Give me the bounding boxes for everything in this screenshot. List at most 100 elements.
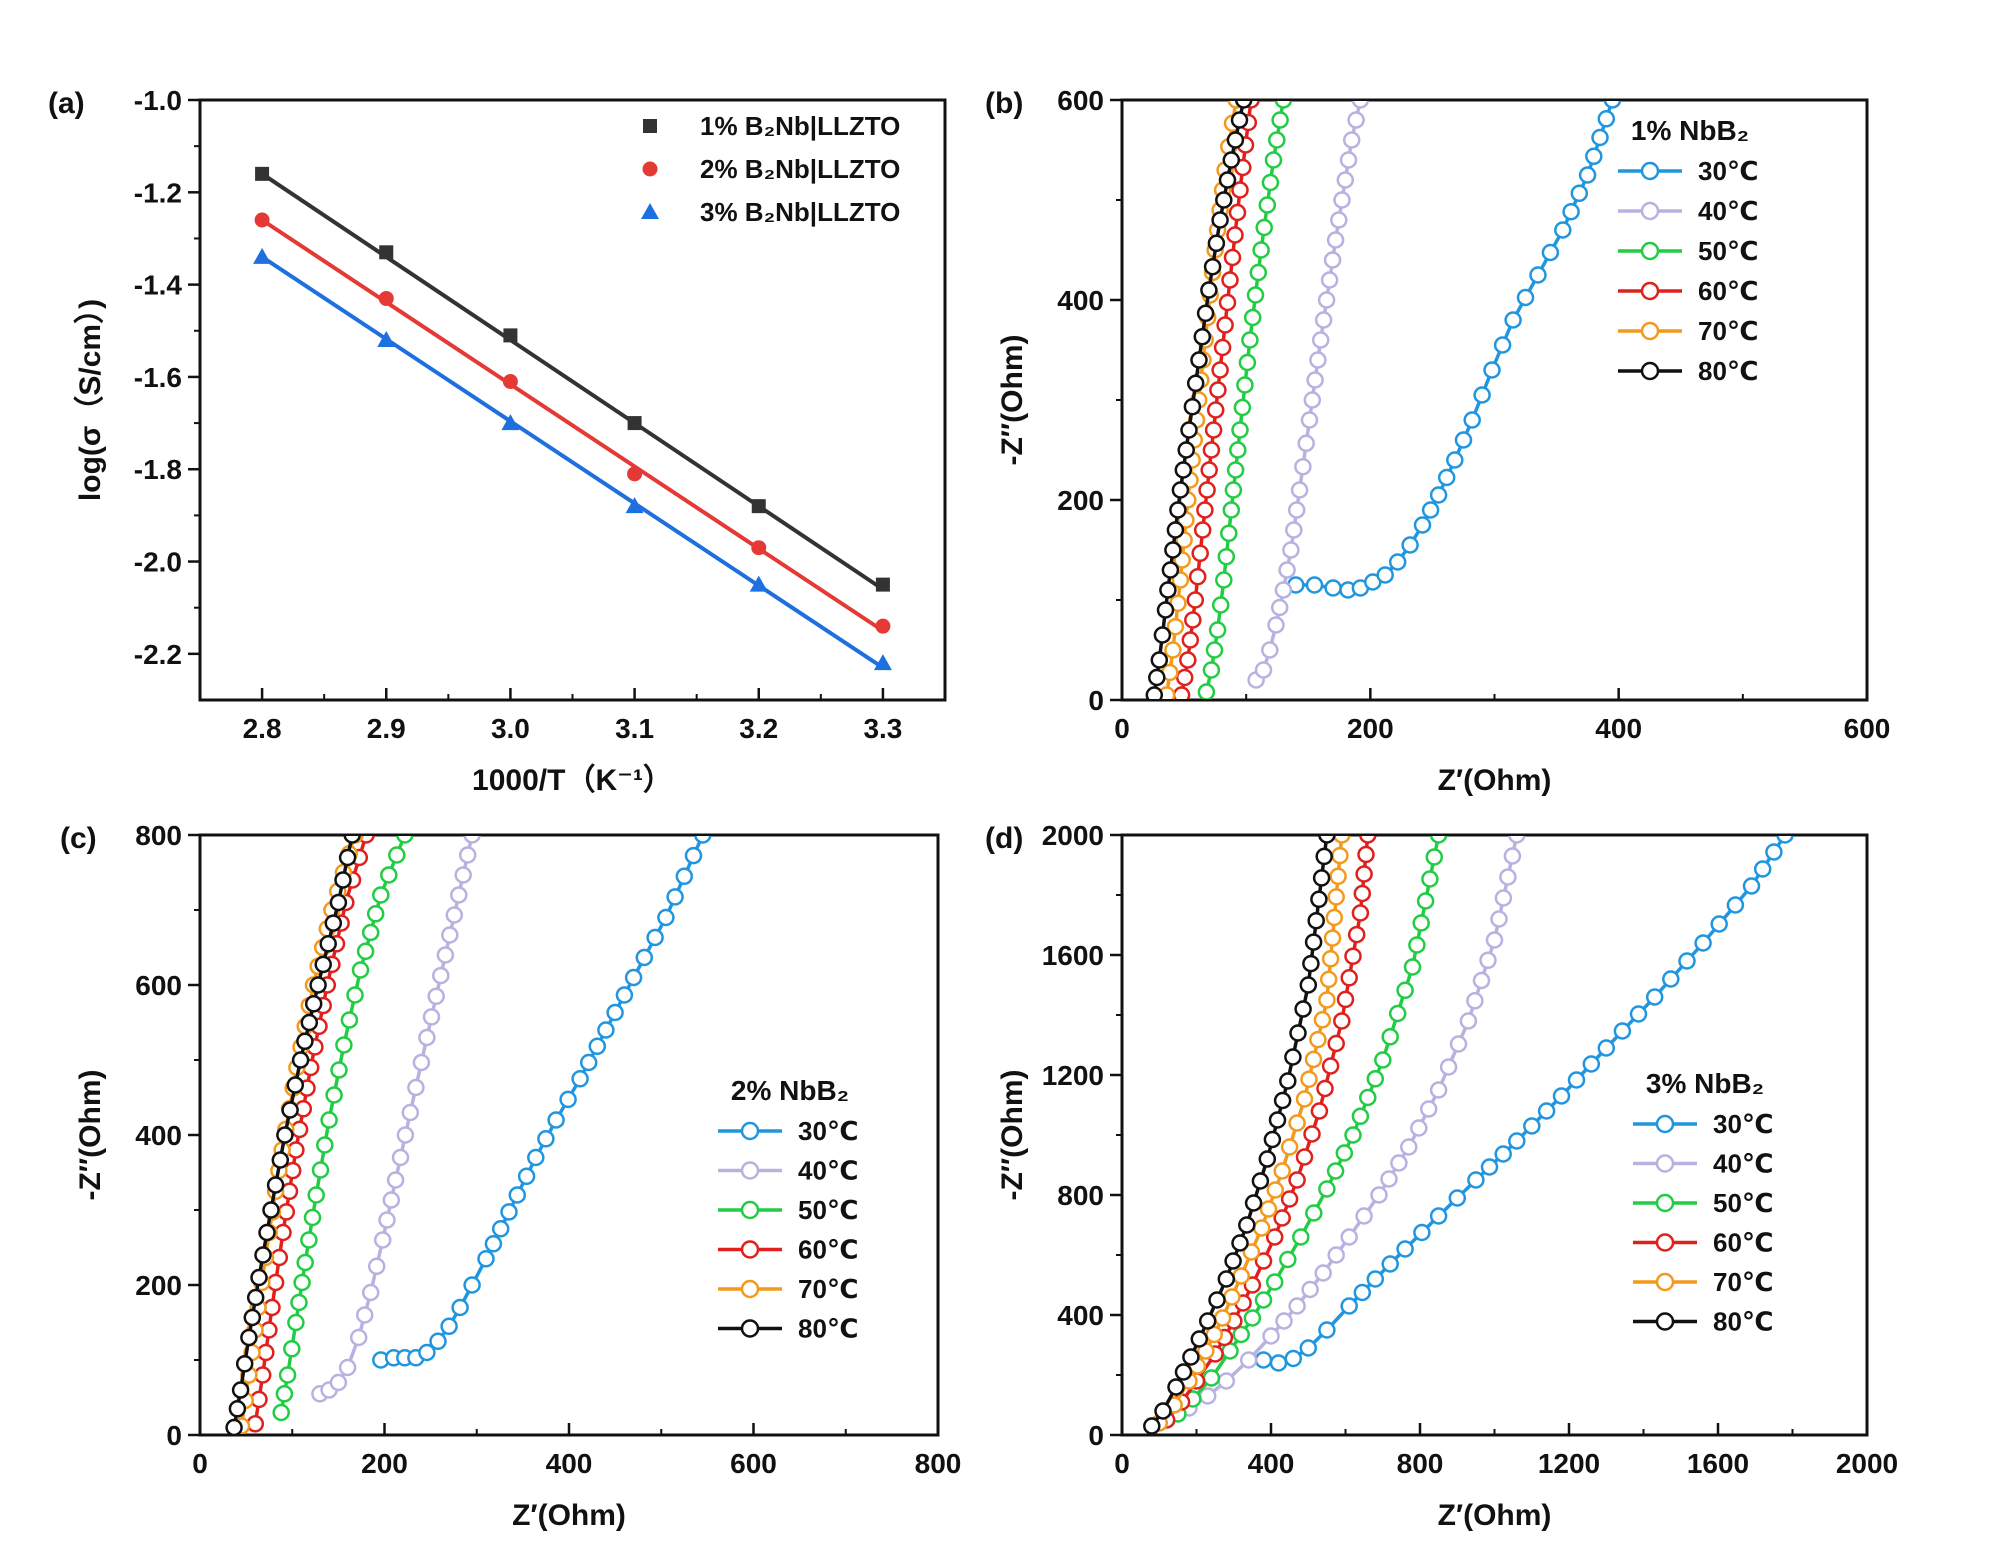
y-tick-label: 400 bbox=[1057, 1300, 1104, 1331]
data-point bbox=[1446, 451, 1464, 469]
data-point bbox=[1529, 266, 1547, 284]
data-point bbox=[1221, 271, 1239, 289]
data-point bbox=[1249, 263, 1268, 282]
data-point bbox=[624, 968, 643, 987]
data-point bbox=[296, 1032, 314, 1051]
data-point bbox=[1313, 1011, 1332, 1029]
data-point bbox=[1353, 1283, 1372, 1302]
data-point bbox=[1230, 111, 1249, 129]
data-point bbox=[316, 1136, 334, 1154]
data-point bbox=[1401, 536, 1419, 554]
legend-title: 2% NbB₂ bbox=[731, 1075, 849, 1106]
data-point bbox=[1243, 1309, 1262, 1327]
data-point bbox=[314, 955, 332, 974]
data-point bbox=[1321, 1057, 1340, 1075]
data-point bbox=[1279, 1072, 1297, 1090]
data-point bbox=[1265, 1228, 1284, 1246]
data-point bbox=[502, 374, 518, 390]
data-point bbox=[1326, 1162, 1345, 1180]
data-point bbox=[1143, 1417, 1161, 1434]
data-point bbox=[606, 1003, 624, 1022]
data-point bbox=[320, 1111, 338, 1129]
data-point bbox=[1182, 1348, 1200, 1366]
data-point bbox=[1197, 683, 1216, 699]
data-point bbox=[1335, 1144, 1354, 1162]
data-point bbox=[1305, 1204, 1323, 1222]
data-point bbox=[875, 618, 891, 634]
data-point bbox=[1327, 1034, 1345, 1053]
data-point bbox=[1222, 151, 1241, 169]
data-point bbox=[1254, 1252, 1273, 1270]
data-point bbox=[324, 914, 343, 932]
plot-area bbox=[1143, 836, 1794, 1434]
data-point bbox=[1320, 271, 1339, 289]
data-point bbox=[1347, 925, 1366, 944]
data-point bbox=[1211, 596, 1230, 614]
data-point bbox=[1324, 579, 1342, 597]
data-point bbox=[338, 1358, 357, 1377]
data-point bbox=[378, 1211, 396, 1229]
data-point bbox=[477, 1250, 495, 1268]
data-point bbox=[1232, 1267, 1250, 1285]
data-point bbox=[278, 1366, 297, 1384]
data-point bbox=[1374, 1051, 1392, 1069]
data-point bbox=[1202, 1369, 1221, 1387]
data-point bbox=[1421, 870, 1439, 888]
data-point bbox=[1156, 601, 1175, 619]
data-point bbox=[1381, 1028, 1399, 1046]
series-50 bbox=[272, 836, 414, 1422]
data-point bbox=[1459, 1012, 1478, 1030]
data-point bbox=[361, 1283, 380, 1302]
legend-label: 30℃ bbox=[1698, 156, 1758, 186]
data-point bbox=[1516, 288, 1535, 307]
data-point bbox=[1499, 868, 1517, 886]
data-point bbox=[1304, 1050, 1323, 1069]
data-point bbox=[1303, 1125, 1321, 1143]
legend-marker bbox=[740, 1121, 760, 1141]
data-point bbox=[491, 1220, 510, 1238]
data-point bbox=[1301, 1280, 1319, 1299]
data-point bbox=[373, 1231, 392, 1249]
legend-label: 40℃ bbox=[798, 1156, 858, 1186]
data-point bbox=[418, 1343, 436, 1362]
y-tick-label: -1.2 bbox=[134, 177, 182, 208]
data-point bbox=[646, 928, 664, 947]
data-point bbox=[1166, 617, 1185, 636]
y-tick-label: 1200 bbox=[1042, 1060, 1104, 1091]
legend-title: 1% NbB₂ bbox=[1631, 115, 1749, 146]
data-point bbox=[1226, 461, 1245, 479]
data-point bbox=[1190, 351, 1208, 369]
data-point bbox=[346, 986, 364, 1004]
legend-label: 70℃ bbox=[798, 1274, 858, 1304]
data-point bbox=[240, 1328, 258, 1347]
data-point bbox=[1429, 1081, 1448, 1099]
data-point bbox=[283, 1340, 301, 1358]
data-point bbox=[1366, 1070, 1385, 1088]
data-point bbox=[1309, 1030, 1327, 1049]
data-point bbox=[1425, 848, 1444, 866]
legend-label: 2% B₂Nb|LLZTO bbox=[700, 154, 900, 184]
data-point bbox=[1208, 1291, 1226, 1309]
plot-area bbox=[253, 166, 892, 671]
data-point bbox=[262, 1201, 280, 1219]
legend-label: 30℃ bbox=[798, 1116, 858, 1146]
data-point bbox=[1289, 1024, 1307, 1042]
data-point bbox=[1223, 1288, 1241, 1306]
data-point bbox=[1204, 421, 1223, 439]
x-tick-label: 0 bbox=[192, 1448, 208, 1479]
data-point bbox=[361, 923, 380, 942]
data-point bbox=[372, 886, 390, 904]
x-tick-label: 1600 bbox=[1687, 1448, 1749, 1479]
data-point bbox=[1282, 541, 1300, 559]
data-point bbox=[1179, 651, 1197, 669]
data-point bbox=[250, 1268, 268, 1287]
data-point bbox=[503, 328, 518, 343]
x-tick-label: 200 bbox=[1347, 713, 1394, 744]
data-point bbox=[1312, 869, 1331, 887]
data-point bbox=[1300, 1070, 1318, 1088]
data-point bbox=[1315, 847, 1333, 866]
data-point bbox=[1198, 1387, 1217, 1405]
data-point bbox=[1306, 371, 1324, 389]
data-point bbox=[1258, 1150, 1277, 1168]
